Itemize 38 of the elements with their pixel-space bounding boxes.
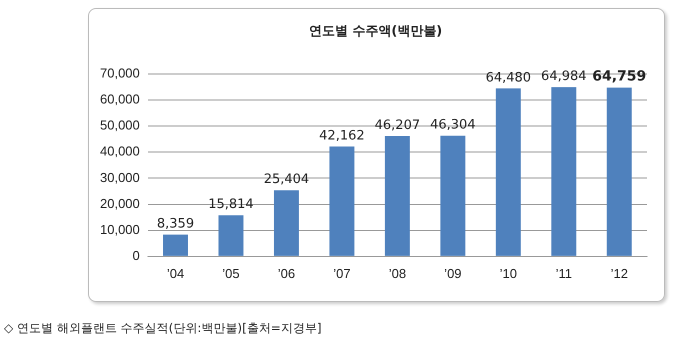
y-tick-label: 70,000 [100, 66, 140, 81]
y-tick-label: 60,000 [100, 92, 140, 107]
x-tick-label: ’11 [556, 266, 572, 281]
chart-title: 연도별 수주액 [308, 24, 392, 39]
text: ◇ 연도별 해외플랜트 수주실적(단위:백만불)[출처=지경부] [4, 320, 322, 337]
x-tick-label: ’10 [500, 266, 517, 281]
bar [218, 215, 244, 256]
data-label: 64,984 [541, 68, 587, 84]
y-tick-label: 10,000 [100, 222, 140, 237]
bar [606, 88, 632, 256]
bar [274, 190, 299, 256]
y-tick-label: 20,000 [100, 196, 140, 211]
x-tick-label: ’04 [166, 266, 184, 281]
x-tick-label: ’12 [610, 266, 628, 281]
data-label: 64,759 [592, 68, 646, 84]
x-tick-label: ’07 [333, 266, 351, 281]
y-tick-label: 50,000 [100, 118, 140, 133]
data-label: 15,814 [208, 197, 254, 212]
x-tick-label: ’06 [278, 266, 296, 281]
bar [163, 234, 188, 256]
y-tick-label: 30,000 [100, 170, 140, 185]
data-label: 42,162 [319, 128, 365, 144]
bar [384, 136, 410, 256]
bar [329, 146, 354, 256]
data-label: 46,207 [374, 118, 420, 133]
x-tick-label: ’05 [222, 266, 240, 281]
data-label: 64,480 [486, 70, 532, 86]
data-label: 8,359 [156, 216, 194, 232]
chart-subtitle: (백만불) [391, 24, 442, 39]
x-tick-label: ’08 [388, 266, 406, 281]
data-label: 25,404 [264, 172, 310, 188]
x-tick-label: ’09 [444, 266, 462, 281]
y-tick-label: 0 [132, 248, 140, 263]
bar [440, 136, 466, 256]
data-label: 46,304 [430, 118, 476, 133]
bar [496, 88, 521, 256]
bar [551, 87, 576, 256]
y-tick-label: 40,000 [100, 144, 140, 159]
